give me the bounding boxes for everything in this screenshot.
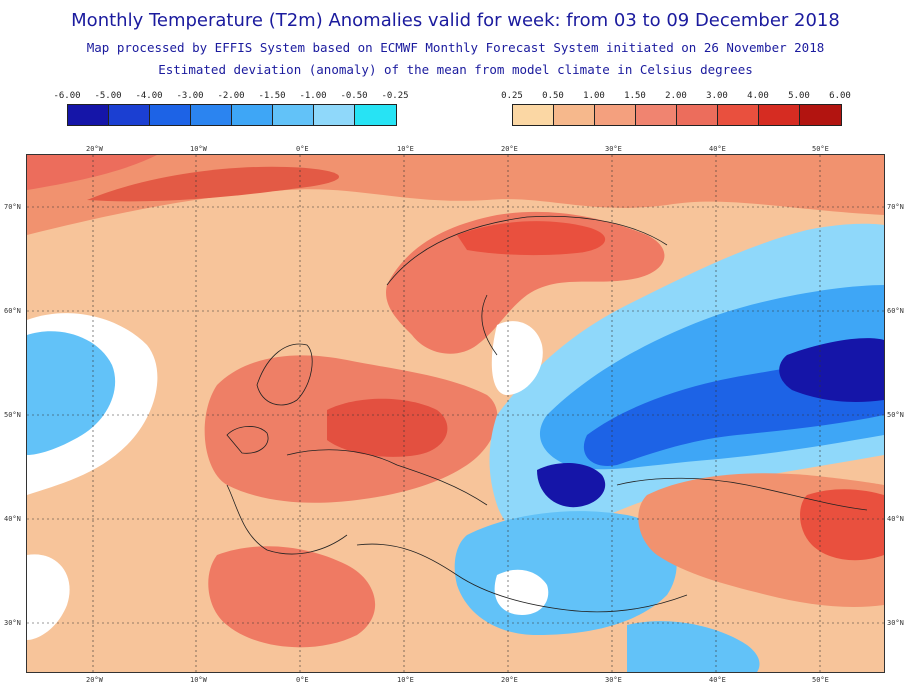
lat-label-40n: 40°N	[4, 515, 21, 523]
legend-positive-swatch	[677, 105, 718, 125]
lat-label-70n-right: 70°N	[887, 203, 904, 211]
legend-positive-swatch	[636, 105, 677, 125]
lon-label-0: 0°E	[296, 145, 309, 153]
lon-label-30e: 30°E	[605, 145, 622, 153]
lon-label-10e-bottom: 10°E	[397, 676, 414, 684]
legend-positive-tick-label: 0.25	[501, 91, 523, 101]
legend-negative-swatch	[109, 105, 150, 125]
map-title: Monthly Temperature (T2m) Anomalies vali…	[71, 10, 840, 31]
legend-positive-swatch	[718, 105, 759, 125]
mediterranean-outline	[356, 543, 688, 613]
legend-negative-tick-label: -0.25	[381, 91, 409, 101]
legend-positive-swatch	[595, 105, 636, 125]
lat-label-50n: 50°N	[4, 411, 21, 419]
caspian-warm-core	[800, 489, 884, 561]
scandinavia-outline	[386, 215, 668, 356]
legend-positive-tick-label: 6.00	[829, 91, 851, 101]
southeast-cold-region	[627, 621, 760, 672]
lon-label-10w-bottom: 10°W	[190, 676, 207, 684]
legend-positive-ticks: 0.25 0.50 1.00 1.50 2.00 3.00 4.00 5.00 6.00	[501, 91, 851, 103]
lon-label-10e: 10°E	[397, 145, 414, 153]
lon-label-30e-bottom: 30°E	[605, 676, 622, 684]
legend-negative-tick-label: -0.50	[340, 91, 368, 101]
france-warm-core	[327, 398, 448, 457]
legend-negative-swatch	[314, 105, 355, 125]
lon-label-50e-bottom: 50°E	[812, 676, 829, 684]
greenland-warm-core	[87, 166, 340, 202]
legend-negative-tick-label: -2.00	[217, 91, 245, 101]
north-africa-warm-region	[208, 546, 376, 648]
legend-negative-tick-label: -1.50	[258, 91, 286, 101]
legend-negative-tick-label: -6.00	[53, 91, 81, 101]
legend-positive-swatch	[759, 105, 800, 125]
lon-label-0-bottom: 0°E	[296, 676, 309, 684]
lat-label-30n: 30°N	[4, 619, 21, 627]
anomaly-map-canvas	[27, 155, 884, 672]
lat-label-60n: 60°N	[4, 307, 21, 315]
legend-negative-swatch	[150, 105, 191, 125]
legend-negative-scale	[67, 104, 397, 126]
southwest-neutral-region	[27, 554, 70, 640]
baltic-neutral-region	[491, 321, 543, 395]
legend-positive-swatch	[800, 105, 841, 125]
legend-negative-swatch	[232, 105, 273, 125]
legend-positive-tick-label: 5.00	[788, 91, 810, 101]
lat-label-60n-right: 60°N	[887, 307, 904, 315]
lon-label-20e: 20°E	[501, 145, 518, 153]
lon-label-20e-bottom: 20°E	[501, 676, 518, 684]
balkans-cold-core	[537, 463, 606, 508]
lapland-warm-core	[457, 221, 606, 256]
anomaly-map	[26, 154, 885, 673]
lat-label-40n-right: 40°N	[887, 515, 904, 523]
continental-outline	[226, 449, 488, 555]
lat-label-50n-right: 50°N	[887, 411, 904, 419]
lon-label-10w: 10°W	[190, 145, 207, 153]
legend-positive-swatch	[554, 105, 595, 125]
lat-label-70n: 70°N	[4, 203, 21, 211]
black-sea-outline	[616, 477, 868, 511]
graticule	[27, 155, 884, 672]
british-isles-outline	[256, 343, 313, 406]
lat-label-30n-right: 30°N	[887, 619, 904, 627]
legend-negative-swatch	[273, 105, 314, 125]
legend-negative-tick-label: -5.00	[94, 91, 122, 101]
lon-label-20w-bottom: 20°W	[86, 676, 103, 684]
legend-negative-swatch	[355, 105, 396, 125]
legend-positive-tick-label: 1.00	[583, 91, 605, 101]
lon-label-40e-bottom: 40°E	[709, 676, 726, 684]
legend-positive-swatch	[513, 105, 554, 125]
atlantic-cold-region	[27, 331, 116, 455]
legend-negative-tick-label: -1.00	[299, 91, 327, 101]
lon-label-20w: 20°W	[86, 145, 103, 153]
map-description: Estimated deviation (anomaly) of the mea…	[158, 62, 753, 77]
legend-negative-ticks: -6.00 -5.00 -4.00 -3.00 -2.00 -1.50 -1.00 -0.50…	[53, 91, 408, 103]
legend-positive-tick-label: 1.50	[624, 91, 646, 101]
lon-label-50e: 50°E	[812, 145, 829, 153]
legend-positive-tick-label: 2.00	[665, 91, 687, 101]
legend-negative-tick-label: -3.00	[176, 91, 204, 101]
legend-negative-swatch	[68, 105, 109, 125]
lon-label-40e: 40°E	[709, 145, 726, 153]
legend-positive-scale	[512, 104, 842, 126]
legend-negative-swatch	[191, 105, 232, 125]
russia-cold-core	[779, 338, 884, 402]
legend-positive-tick-label: 4.00	[747, 91, 769, 101]
northwest-warm-region	[27, 155, 157, 190]
ireland-outline	[226, 426, 269, 454]
legend-positive-tick-label: 3.00	[706, 91, 728, 101]
coastlines	[226, 215, 868, 613]
legend-positive-tick-label: 0.50	[542, 91, 564, 101]
legend-negative-tick-label: -4.00	[135, 91, 163, 101]
map-subtitle: Map processed by EFFIS System based on E…	[86, 40, 825, 55]
